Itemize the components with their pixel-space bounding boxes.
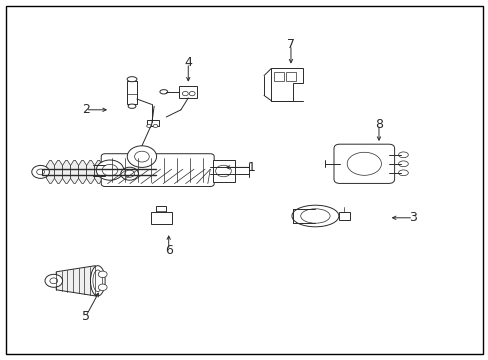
Ellipse shape <box>160 90 167 94</box>
Circle shape <box>121 167 138 180</box>
Ellipse shape <box>189 91 195 96</box>
Bar <box>156 206 166 212</box>
Text: 1: 1 <box>247 161 255 174</box>
Ellipse shape <box>398 161 407 167</box>
Bar <box>127 81 137 104</box>
Ellipse shape <box>127 77 137 82</box>
Text: 6: 6 <box>164 244 172 257</box>
Ellipse shape <box>128 104 136 108</box>
Text: 7: 7 <box>286 39 294 51</box>
Ellipse shape <box>398 152 407 158</box>
Text: 8: 8 <box>374 118 382 131</box>
Ellipse shape <box>398 170 407 176</box>
Text: 4: 4 <box>184 57 192 69</box>
Circle shape <box>215 165 231 177</box>
Circle shape <box>98 271 107 278</box>
Ellipse shape <box>153 125 158 127</box>
FancyBboxPatch shape <box>333 144 394 183</box>
Bar <box>285 72 295 81</box>
Circle shape <box>37 169 44 175</box>
Text: 2: 2 <box>81 103 89 116</box>
Polygon shape <box>46 161 54 184</box>
Ellipse shape <box>93 270 102 292</box>
Text: 3: 3 <box>408 211 416 224</box>
Circle shape <box>96 160 123 180</box>
Bar <box>150 212 172 224</box>
Bar <box>212 160 234 182</box>
Polygon shape <box>86 161 95 184</box>
Ellipse shape <box>346 152 381 175</box>
Ellipse shape <box>182 91 188 96</box>
Circle shape <box>124 170 134 177</box>
Polygon shape <box>56 266 95 296</box>
Bar <box>179 86 197 98</box>
Bar <box>338 212 349 220</box>
Polygon shape <box>271 68 303 101</box>
Circle shape <box>32 166 49 178</box>
Bar <box>273 72 283 81</box>
Circle shape <box>50 278 58 284</box>
Circle shape <box>134 151 149 162</box>
Text: 5: 5 <box>81 310 89 323</box>
Ellipse shape <box>300 209 329 223</box>
Circle shape <box>98 284 107 291</box>
Circle shape <box>127 146 156 167</box>
Circle shape <box>45 274 62 287</box>
FancyBboxPatch shape <box>101 154 214 186</box>
Circle shape <box>102 164 118 176</box>
Ellipse shape <box>146 125 151 127</box>
Polygon shape <box>79 161 86 184</box>
Polygon shape <box>95 161 102 184</box>
Polygon shape <box>62 161 70 184</box>
Bar <box>146 120 159 126</box>
Polygon shape <box>70 161 79 184</box>
Polygon shape <box>54 161 62 184</box>
Ellipse shape <box>90 266 105 296</box>
Ellipse shape <box>291 205 338 227</box>
